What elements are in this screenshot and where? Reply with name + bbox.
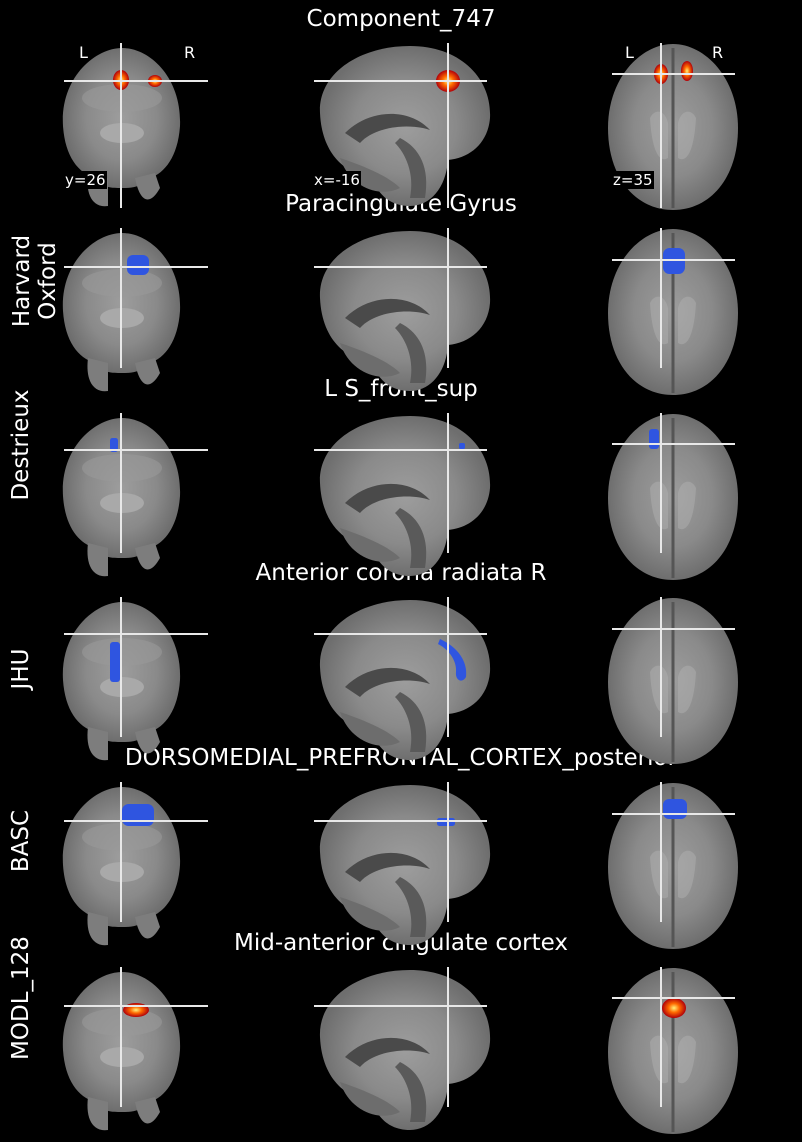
coord-label-coronal: y=26 xyxy=(64,171,107,189)
atlas-region xyxy=(127,255,149,275)
brain-row-5 xyxy=(62,967,738,1134)
axial-brain-slice xyxy=(608,414,738,580)
coord-label-axial: z=35 xyxy=(612,171,654,189)
brain-row-1 xyxy=(62,228,738,395)
brain-row-2 xyxy=(62,413,738,580)
atlas-region xyxy=(110,642,120,682)
atlas-region xyxy=(110,438,118,452)
orient-right-coronal: R xyxy=(184,43,196,62)
atlas-region xyxy=(649,429,659,449)
atlas-region xyxy=(662,998,686,1018)
atlas-region xyxy=(459,443,465,449)
brain-row-0 xyxy=(62,43,738,210)
activation-blob xyxy=(681,61,693,81)
axial-brain-slice xyxy=(608,598,738,764)
coord-label-sagittal: x=-16 xyxy=(313,171,361,189)
atlas-region xyxy=(663,799,687,819)
brain-row-3 xyxy=(62,597,738,764)
brain-row-4 xyxy=(62,782,738,949)
orient-right-axial: R xyxy=(712,43,724,62)
axial-brain-slice xyxy=(608,44,738,210)
row-title-0: Component_747 xyxy=(306,6,496,32)
orient-left-axial: L xyxy=(625,43,634,62)
sagittal-brain-slice xyxy=(319,231,491,391)
sagittal-brain-slice xyxy=(319,785,491,945)
orient-left-coronal: L xyxy=(79,43,88,62)
sagittal-brain-slice xyxy=(319,416,491,576)
atlas-region xyxy=(122,804,154,826)
sagittal-brain-slice xyxy=(319,600,491,760)
sagittal-brain-slice xyxy=(319,970,491,1130)
axial-brain-slice xyxy=(608,968,738,1134)
atlas-region xyxy=(438,639,467,681)
